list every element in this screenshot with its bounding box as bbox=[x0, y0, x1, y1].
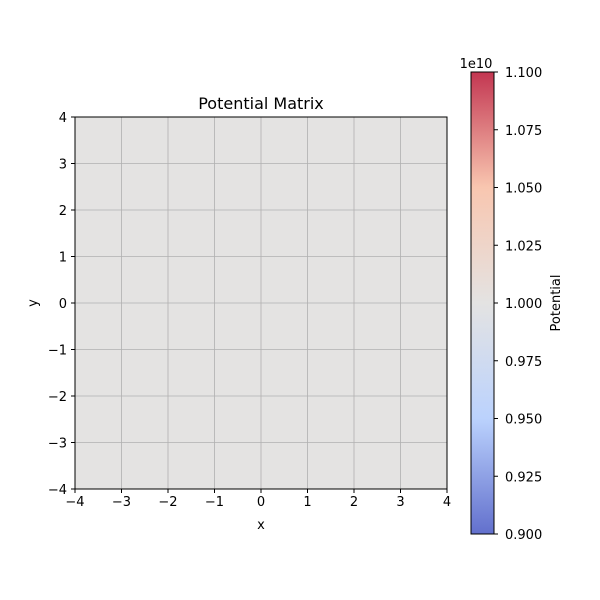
x-tick-label: 3 bbox=[396, 495, 404, 510]
y-tick-label: 1 bbox=[59, 251, 67, 266]
y-tick-label: 2 bbox=[59, 204, 67, 219]
x-tick-label: 4 bbox=[443, 495, 451, 510]
y-tick-label: 3 bbox=[59, 158, 67, 173]
grid-lines bbox=[75, 117, 447, 489]
colorbar-tick-label: 0.900 bbox=[505, 528, 542, 543]
y-axis-label: y bbox=[26, 299, 41, 307]
colorbar-tick-label: 1.025 bbox=[505, 239, 542, 254]
y-tick-label: 4 bbox=[59, 111, 67, 126]
y-tick-label: −4 bbox=[48, 483, 67, 498]
plot-frame bbox=[74, 116, 448, 490]
x-tick-label: 1 bbox=[303, 495, 311, 510]
y-tick-label: −2 bbox=[48, 390, 67, 405]
colorbar-ticks: 0.900 0.925 0.950 0.975 1.000 1.025 1.050 1.075… bbox=[494, 66, 542, 543]
colorbar-tick-label: 0.975 bbox=[505, 355, 542, 370]
y-axis-ticks: −4 −3 −2 −1 0 1 2 3 4 bbox=[48, 111, 75, 498]
colorbar-tick-label: 0.925 bbox=[505, 470, 542, 485]
x-tick-label: −4 bbox=[65, 495, 84, 510]
x-tick-label: 0 bbox=[257, 495, 265, 510]
x-axis-label: x bbox=[257, 518, 265, 533]
y-tick-label: 0 bbox=[59, 297, 67, 312]
colorbar-offset-text: 1e10 bbox=[460, 57, 493, 72]
colorbar-tick-label: 1.050 bbox=[505, 182, 542, 197]
colorbar-tick-label: 1.000 bbox=[505, 297, 542, 312]
colorbar bbox=[471, 72, 494, 534]
chart-title: Potential Matrix bbox=[198, 94, 324, 113]
x-tick-label: −1 bbox=[205, 495, 224, 510]
colorbar-tick-label: 1.075 bbox=[505, 124, 542, 139]
y-tick-label: −1 bbox=[48, 344, 67, 359]
x-tick-label: 2 bbox=[350, 495, 358, 510]
x-tick-label: −3 bbox=[112, 495, 131, 510]
colorbar-tick-label: 1.100 bbox=[505, 66, 542, 81]
colorbar-label: Potential bbox=[549, 275, 564, 332]
x-tick-label: −2 bbox=[158, 495, 177, 510]
y-tick-label: −3 bbox=[48, 437, 67, 452]
colorbar-tick-label: 0.950 bbox=[505, 413, 542, 428]
x-axis-ticks: −4 −3 −2 −1 0 1 2 3 4 bbox=[65, 489, 451, 510]
